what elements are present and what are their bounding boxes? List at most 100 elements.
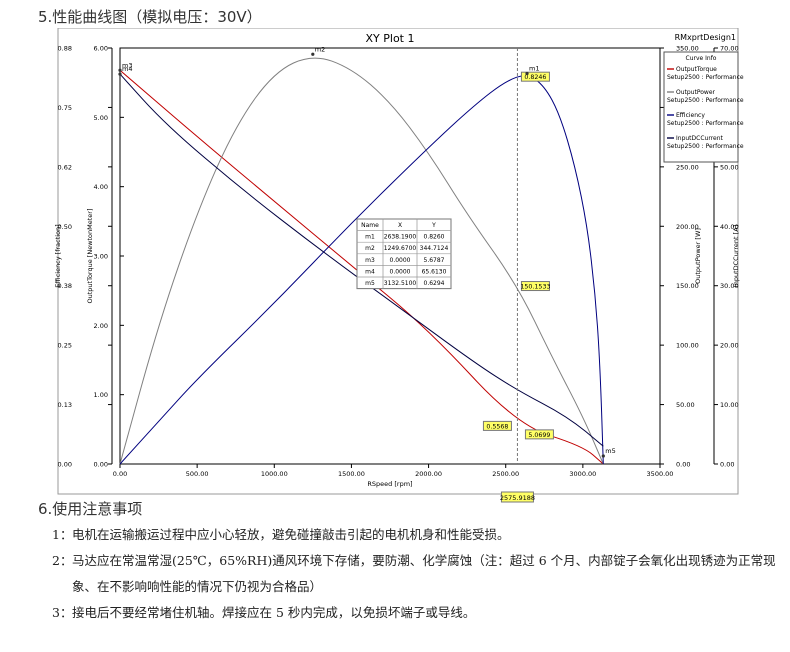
usage-title: 6.使用注意事项 [38,500,143,518]
x-tick-label: 3000.00 [569,470,596,478]
marker-table-header: Name [361,222,379,229]
marker-label: m2 [315,45,325,53]
marker-point [601,454,605,458]
y-axis-label: OutputTorque [NewtonMeter] [86,208,94,303]
note-text: 马达应在常温常湿(25℃，65%RH)通风环境下存储，要防潮、化学腐蚀（注：超过… [72,553,776,594]
y-tick-label: 40.00 [720,223,739,231]
x-axis-label: RSpeed [rpm] [367,480,412,488]
y-tick-label: 250.00 [676,163,699,171]
series-line-outputpower [119,57,604,465]
marker-point [118,72,122,76]
cursor-value-box [520,281,550,292]
marker-table-value: 0.0000 [390,268,411,275]
note-3: 3： 接电后不要经常堵住机轴。焊接应在 5 秒内完成，以免损坏端子或导线。 [52,600,782,626]
note-text: 电机在运输搬运过程中应小心轻放，避免碰撞敲击引起的电机机身和性能受损。 [72,527,510,542]
note-number: 1： [52,527,73,542]
marker-point [311,52,315,56]
legend-entry-name: OutputPower [676,89,716,96]
cursor-value-label: 5.0699 [528,432,550,439]
marker-table-value: m4 [365,268,375,275]
cursor-value-label: 150.1533 [520,284,550,291]
y-tick-label: 0.00 [676,461,690,469]
marker-table-value: 2638.1900 [384,234,417,241]
cursor-x-label-box [500,491,534,503]
legend-entry-name: OutputTorque [676,66,717,73]
legend-box [663,51,739,163]
legend-entry-name: Efficiency [676,112,705,119]
marker-label: m3 [122,61,132,69]
cursor-value-label: 0.5568 [486,423,508,430]
performance-chart: XY Plot 1 RMxprtDesign1 0.00 500.00 1000.00 1… [54,28,744,503]
marker-table-cell [416,276,452,289]
cursor-value-box [520,71,550,82]
note-text: 接电后不要经常堵住机轴。焊接应在 5 秒内完成，以免损坏端子或导线。 [72,605,476,620]
cursor-value-box [482,420,512,431]
y-tick-label: 20.00 [720,342,739,350]
y-tick-label: 0.00 [94,461,108,469]
marker-table-value: 0.6294 [424,280,445,287]
marker-table-header: X [398,222,402,229]
y-tick-label: 200.00 [676,223,699,231]
y-axis-label: Efficiency [fraction] [54,224,62,287]
chart-title: XY Plot 1 [366,32,415,45]
design-label: RMxprtDesign1 [675,33,736,42]
y-tick-label: 30.00 [720,282,739,290]
marker-table-value: 65.6130 [422,268,447,275]
marker-table-header: Y [431,222,436,229]
marker-point [118,68,122,72]
x-tick-label: 2500.00 [492,470,519,478]
marker-table-value: 5.6787 [424,257,445,264]
y-tick-label: 150.00 [676,282,699,290]
x-tick-label: 1500.00 [338,470,365,478]
note-1: 1： 电机在运输搬运过程中应小心轻放，避免碰撞敲击引起的电机机身和性能受损。 [52,522,782,548]
y-tick-label: 0.00 [58,461,72,469]
y-axis-label: InputDCCurrent [A] [732,225,740,287]
y-tick-label: 4.00 [94,183,108,191]
marker-table-value: 3132.5100 [384,280,417,287]
marker-point [525,71,529,76]
x-tick-label: 1000.00 [261,470,288,478]
y-tick-label: 5.00 [94,114,108,122]
legend-title: Curve Info [686,55,717,62]
legend-entry-name: InputDCCurrent [676,135,724,142]
y-tick-label: 0.25 [58,342,72,350]
series-line-efficiency [119,75,604,465]
y-tick-label: 50.00 [720,163,739,171]
legend-entry-setup: Setup2500 : Performance [667,74,744,81]
note-2: 2： 马达应在常温常湿(25℃，65%RH)通风环境下存储，要防潮、化学腐蚀（注… [52,548,782,600]
marker-label: m4 [122,65,132,73]
y-axis-label: OutputPower [W] [694,228,702,284]
y-tick-label: 350.00 [676,45,699,53]
marker-table-value: 1249.6700 [384,245,417,252]
y-tick-label: 0.38 [58,282,72,290]
cursor-value-label: 0.8246 [524,74,546,81]
marker-table-value: m2 [365,245,375,252]
usage-notes: 1： 电机在运输搬运过程中应小心轻放，避免碰撞敲击引起的电机机身和性能受损。 2… [52,522,782,626]
x-tick-label: 2000.00 [415,470,442,478]
legend-entry-setup: Setup2500 : Performance [667,97,744,104]
y-tick-label: 2.00 [94,322,108,330]
marker-table-value: m5 [365,280,375,287]
y-tick-label: 0.75 [58,104,72,112]
y-tick-label: 6.00 [94,45,108,53]
y-tick-label: 10.00 [720,401,739,409]
y-tick-label: 0.88 [58,45,72,53]
y-tick-label: 3.00 [94,253,108,261]
legend-entry-setup: Setup2500 : Performance [667,120,744,127]
y-tick-label: 100.00 [676,342,699,350]
y-tick-label: 70.00 [720,45,739,53]
y-tick-label: 0.62 [58,163,72,171]
legend-entry-setup: Setup2500 : Performance [667,143,744,150]
y-tick-label: 50.00 [676,401,695,409]
section-title: 5.性能曲线图（模拟电压：30V） [38,8,262,26]
x-tick-label: 3500.00 [647,470,674,478]
marker-table-value: 344.7124 [420,245,449,252]
note-number: 2： [52,553,73,568]
marker-table-value: 0.8260 [424,234,445,241]
marker-table-value: m3 [365,257,375,264]
note-number: 3： [52,605,73,620]
cursor-x-label: 2575.9188 [500,494,535,502]
x-tick-label: 0.00 [113,470,127,478]
marker-table-value: 0.0000 [390,257,411,264]
marker-label: m1 [529,65,539,73]
